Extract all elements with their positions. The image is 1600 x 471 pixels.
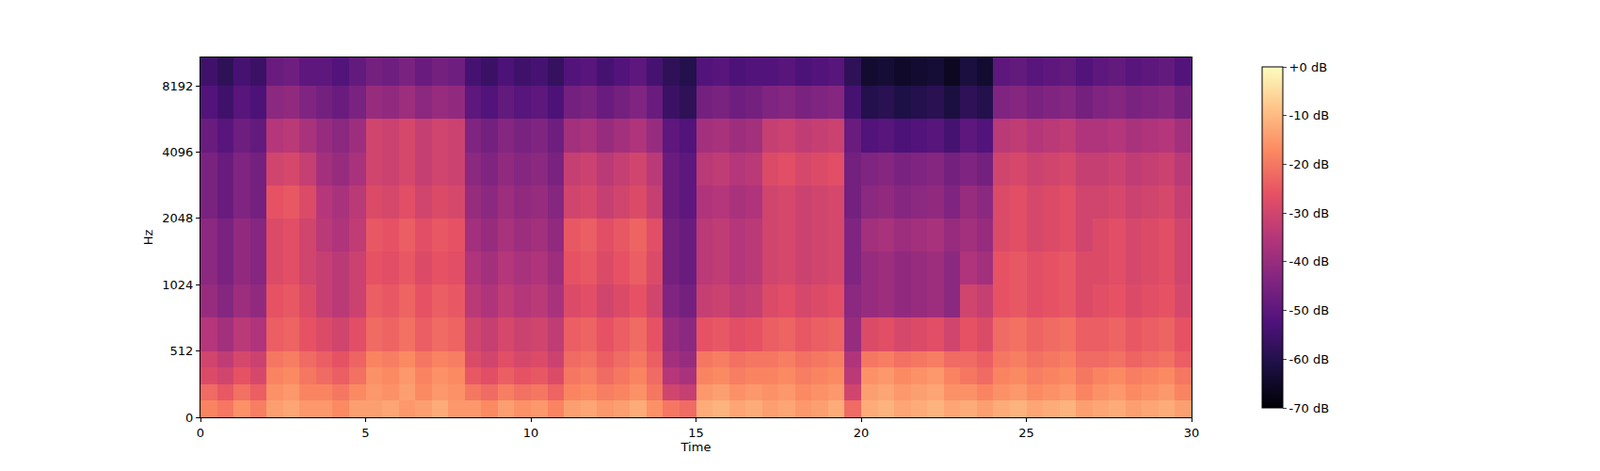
svg-text:25: 25 [1018, 425, 1035, 440]
svg-text:20: 20 [853, 425, 870, 440]
svg-text:-20 dB: -20 dB [1289, 157, 1330, 172]
svg-text:30: 30 [1184, 425, 1200, 440]
svg-text:4096: 4096 [161, 144, 193, 160]
svg-text:Hz: Hz [141, 229, 156, 246]
svg-text:+0 dB: +0 dB [1289, 60, 1328, 75]
svg-text:-60 dB: -60 dB [1289, 352, 1330, 367]
svg-text:Time: Time [680, 439, 712, 454]
svg-text:1024: 1024 [161, 277, 193, 292]
svg-text:5: 5 [361, 425, 369, 440]
svg-text:8192: 8192 [161, 79, 193, 94]
svg-text:512: 512 [170, 343, 194, 358]
svg-text:-30 dB: -30 dB [1289, 206, 1330, 221]
svg-text:0: 0 [196, 425, 205, 440]
svg-text:-40 dB: -40 dB [1289, 254, 1330, 269]
svg-text:-50 dB: -50 dB [1289, 303, 1330, 318]
svg-text:10: 10 [523, 425, 540, 440]
svg-text:-10 dB: -10 dB [1289, 108, 1330, 123]
svg-text:15: 15 [688, 425, 704, 440]
svg-text:0: 0 [185, 410, 193, 425]
svg-text:2048: 2048 [161, 210, 193, 225]
svg-text:-70 dB: -70 dB [1289, 400, 1330, 416]
